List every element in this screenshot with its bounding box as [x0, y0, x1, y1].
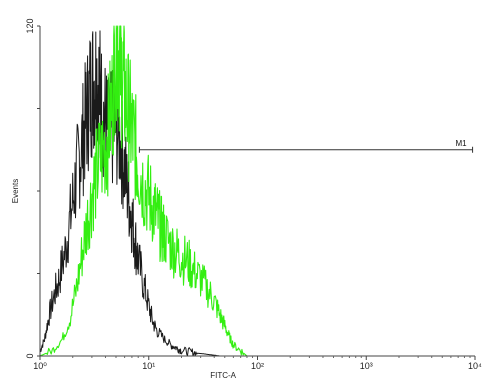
y-ticks-group: 0 120: [25, 18, 40, 359]
y-tick-label: 120: [25, 18, 35, 33]
x-axis-title: FITC-A: [210, 371, 236, 379]
marker-m1-label: M1: [455, 139, 467, 148]
x-tick-label: 10¹: [142, 361, 155, 371]
marker-m1: M1: [138, 139, 474, 153]
x-tick-label: 10³: [360, 361, 373, 371]
series-group: [39, 25, 248, 357]
x-ticks-group: 10⁰ 10¹ 10² 10³ 10⁴: [33, 356, 482, 371]
series-line-2: [39, 25, 248, 357]
y-tick-label: 0: [25, 353, 35, 358]
x-tick-label: 10⁰: [33, 361, 47, 371]
y-axis-title: Events: [11, 179, 20, 203]
x-tick-label: 10²: [251, 361, 264, 371]
x-tick-label: 10⁴: [468, 361, 482, 371]
